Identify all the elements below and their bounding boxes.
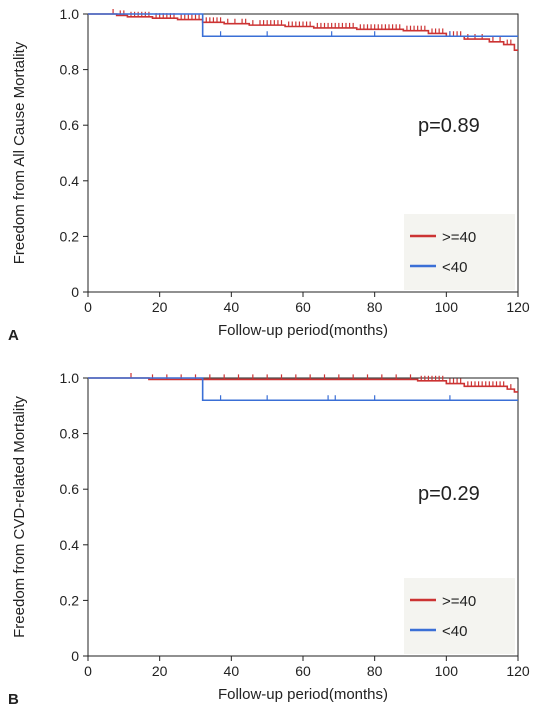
x-tick-label: 120 (506, 299, 530, 315)
legend-label: >=40 (442, 593, 476, 610)
x-tick-label: 40 (224, 299, 240, 315)
series-lt40 (88, 13, 518, 38)
y-axis-title: Freedom from CVD-related Mortality (11, 396, 28, 638)
y-tick-label: 0 (71, 648, 79, 664)
y-tick-label: 0.4 (60, 173, 80, 189)
legend-label: <40 (442, 259, 467, 276)
survival-curve (88, 377, 518, 393)
km-chart-all-cause: 0 20 40 60 80 100 120 0 0.2 0.4 0.6 0.8 1.0 Follow-up… (8, 6, 530, 344)
legend-label: <40 (442, 623, 467, 640)
x-axis-title: Follow-up period(months) (218, 686, 388, 703)
legend: >=40 <40 (404, 578, 515, 654)
series-ge40 (88, 373, 518, 393)
x-tick-label: 60 (295, 299, 311, 315)
p-value-annotation: p=0.89 (418, 115, 480, 137)
y-axis-title: Freedom from All Cause Mortality (11, 41, 28, 264)
legend-background (404, 578, 515, 654)
panel-letter: B (8, 691, 19, 708)
km-chart-cvd-related: 0 20 40 60 80 100 120 0 0.2 0.4 0.6 0.8 1.0 Follow-up… (8, 370, 530, 708)
y-tick-label: 0.2 (60, 592, 80, 608)
x-tick-label: 20 (152, 663, 168, 679)
survival-curve (88, 13, 518, 38)
panel-letter: A (8, 327, 19, 344)
x-axis-title: Follow-up period(months) (218, 322, 388, 339)
survival-curve (88, 377, 518, 402)
series-lt40 (88, 377, 518, 402)
x-tick-label: 100 (435, 299, 459, 315)
x-tick-label: 60 (295, 663, 311, 679)
series-ge40 (88, 9, 518, 51)
y-tick-label: 0.6 (60, 481, 80, 497)
y-tick-label: 0.4 (60, 537, 80, 553)
y-tick-label: 0 (71, 284, 79, 300)
y-tick-label: 1.0 (60, 370, 80, 386)
p-value-annotation: p=0.29 (418, 483, 480, 505)
x-tick-label: 120 (506, 663, 530, 679)
x-tick-label: 40 (224, 663, 240, 679)
y-tick-label: 0.2 (60, 228, 80, 244)
x-tick-label: 100 (435, 663, 459, 679)
x-tick-label: 0 (84, 663, 92, 679)
y-tick-label: 1.0 (60, 6, 80, 22)
y-tick-label: 0.8 (60, 426, 80, 442)
legend-background (404, 214, 515, 290)
x-tick-label: 0 (84, 299, 92, 315)
survival-curve (88, 13, 518, 51)
x-tick-label: 80 (367, 663, 383, 679)
y-tick-label: 0.6 (60, 117, 80, 133)
y-tick-label: 0.8 (60, 62, 80, 78)
x-tick-label: 20 (152, 299, 168, 315)
legend-label: >=40 (442, 229, 476, 246)
x-tick-label: 80 (367, 299, 383, 315)
legend: >=40 <40 (404, 214, 515, 290)
